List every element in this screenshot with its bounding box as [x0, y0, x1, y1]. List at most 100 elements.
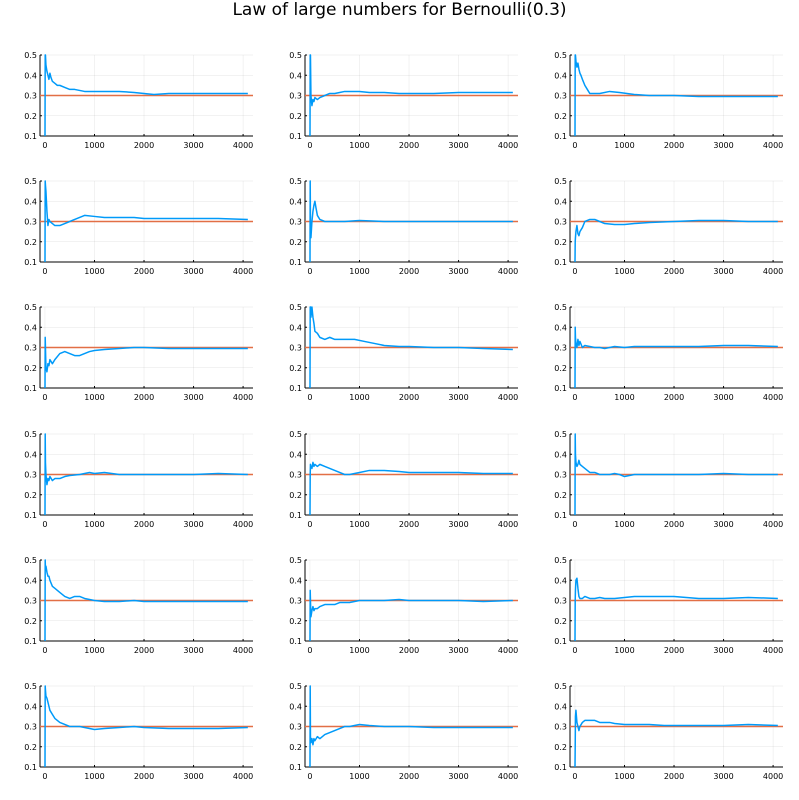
- x-tick-label: 2000: [664, 646, 684, 655]
- y-tick-label: 0.4: [24, 576, 37, 585]
- y-tick-label: 0.3: [24, 723, 37, 732]
- y-tick-label: 0.4: [24, 197, 37, 206]
- x-tick-label: 4000: [763, 393, 783, 402]
- x-tick-label: 4000: [233, 393, 253, 402]
- chart-title: Law of large numbers for Bernoulli(0.3): [232, 0, 566, 20]
- x-tick-label: 3000: [448, 393, 468, 402]
- y-tick-label: 0.3: [554, 344, 567, 353]
- y-tick-label: 0.5: [554, 51, 567, 60]
- y-tick-label: 0.1: [554, 258, 567, 267]
- x-tick-label: 3000: [448, 267, 468, 276]
- x-tick-label: 4000: [233, 520, 253, 529]
- subplot-1: 0 1000 2000 3000 4000 0.1 0.2 0.3 0.4 0.5: [24, 51, 253, 150]
- x-tick-label: 0: [307, 520, 312, 529]
- y-tick-label: 0.1: [24, 384, 37, 393]
- y-tick-label: 0.4: [554, 197, 567, 206]
- y-tick-label: 0.4: [289, 450, 302, 459]
- y-tick-label: 0.1: [289, 384, 302, 393]
- y-tick-label: 0.5: [289, 51, 302, 60]
- x-tick-label: 3000: [183, 267, 203, 276]
- x-tick-label: 2000: [399, 772, 419, 781]
- y-tick-label: 0.2: [289, 743, 302, 752]
- x-tick-label: 4000: [763, 772, 783, 781]
- y-tick-label: 0.5: [554, 682, 567, 691]
- x-tick-label: 2000: [134, 772, 154, 781]
- x-tick-label: 0: [307, 267, 312, 276]
- y-tick-label: 0.2: [289, 364, 302, 373]
- x-tick-label: 3000: [713, 267, 733, 276]
- y-tick-label: 0.3: [554, 218, 567, 227]
- y-tick-label: 0.4: [554, 576, 567, 585]
- y-tick-label: 0.4: [289, 197, 302, 206]
- y-tick-label: 0.1: [24, 258, 37, 267]
- x-tick-label: 0: [572, 141, 577, 150]
- subplot-12: 0 1000 2000 3000 4000 0.1 0.2 0.3 0.4 0.5: [554, 430, 783, 529]
- x-tick-label: 3000: [713, 520, 733, 529]
- x-tick-label: 0: [572, 267, 577, 276]
- y-tick-label: 0.1: [24, 637, 37, 646]
- x-tick-label: 2000: [399, 646, 419, 655]
- y-tick-label: 0.5: [289, 303, 302, 312]
- x-tick-label: 3000: [713, 772, 733, 781]
- x-tick-label: 3000: [713, 393, 733, 402]
- y-tick-label: 0.2: [24, 238, 37, 247]
- y-tick-label: 0.2: [289, 238, 302, 247]
- x-tick-label: 1000: [614, 520, 634, 529]
- subplot-9: 0 1000 2000 3000 4000 0.1 0.2 0.3 0.4 0.5: [554, 303, 783, 402]
- y-tick-label: 0.5: [554, 430, 567, 439]
- y-tick-label: 0.4: [554, 71, 567, 80]
- y-tick-label: 0.5: [24, 51, 37, 60]
- y-tick-label: 0.4: [289, 702, 302, 711]
- x-tick-label: 0: [307, 772, 312, 781]
- y-tick-label: 0.2: [24, 743, 37, 752]
- x-tick-label: 2000: [664, 772, 684, 781]
- x-tick-label: 0: [307, 393, 312, 402]
- x-tick-label: 1000: [614, 393, 634, 402]
- x-tick-label: 3000: [448, 520, 468, 529]
- running-mean-line: [574, 54, 778, 137]
- x-tick-label: 2000: [664, 141, 684, 150]
- x-tick-label: 0: [572, 393, 577, 402]
- x-tick-label: 1000: [349, 393, 369, 402]
- y-tick-label: 0.1: [289, 763, 302, 772]
- y-tick-label: 0.1: [24, 763, 37, 772]
- running-mean-line: [44, 685, 248, 768]
- y-tick-label: 0.3: [554, 723, 567, 732]
- y-tick-label: 0.3: [554, 471, 567, 480]
- running-mean-line: [309, 180, 513, 263]
- x-tick-label: 2000: [399, 141, 419, 150]
- y-tick-label: 0.5: [24, 177, 37, 186]
- running-mean-line: [309, 54, 513, 137]
- x-tick-label: 0: [307, 646, 312, 655]
- y-tick-label: 0.3: [24, 344, 37, 353]
- y-tick-label: 0.3: [554, 597, 567, 606]
- x-tick-label: 1000: [349, 772, 369, 781]
- y-tick-label: 0.1: [289, 637, 302, 646]
- y-tick-label: 0.3: [24, 597, 37, 606]
- x-tick-label: 1000: [84, 393, 104, 402]
- y-tick-label: 0.3: [289, 597, 302, 606]
- x-tick-label: 2000: [664, 267, 684, 276]
- x-tick-label: 2000: [664, 520, 684, 529]
- subplot-18: 0 1000 2000 3000 4000 0.1 0.2 0.3 0.4 0.5: [554, 682, 783, 781]
- subplot-13: 0 1000 2000 3000 4000 0.1 0.2 0.3 0.4 0.5: [24, 556, 253, 655]
- running-mean-line: [309, 685, 513, 768]
- running-mean-line: [44, 336, 248, 389]
- y-tick-label: 0.1: [24, 511, 37, 520]
- y-tick-label: 0.1: [554, 763, 567, 772]
- y-tick-label: 0.2: [289, 112, 302, 121]
- x-tick-label: 0: [42, 267, 47, 276]
- x-tick-label: 0: [42, 772, 47, 781]
- y-tick-label: 0.2: [554, 617, 567, 626]
- running-mean-line: [44, 180, 248, 263]
- y-tick-label: 0.2: [554, 112, 567, 121]
- subplot-17: 0 1000 2000 3000 4000 0.1 0.2 0.3 0.4 0.5: [289, 682, 518, 781]
- subplot-8: 0 1000 2000 3000 4000 0.1 0.2 0.3 0.4 0.5: [289, 303, 518, 402]
- y-tick-label: 0.3: [24, 92, 37, 101]
- x-tick-label: 3000: [448, 646, 468, 655]
- y-tick-label: 0.4: [289, 71, 302, 80]
- x-tick-label: 0: [42, 141, 47, 150]
- subplot-14: 0 1000 2000 3000 4000 0.1 0.2 0.3 0.4 0.5: [289, 556, 518, 655]
- x-tick-label: 1000: [84, 267, 104, 276]
